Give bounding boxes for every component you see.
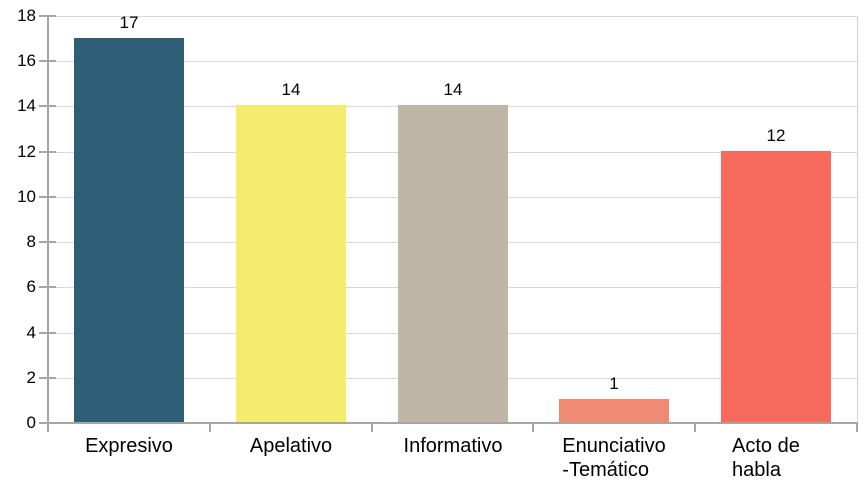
bar-value-label: 17 bbox=[119, 13, 139, 32]
category-label: Acto de habla bbox=[732, 435, 800, 481]
plot-right-border bbox=[857, 16, 858, 423]
gridline bbox=[48, 16, 857, 17]
y-tick-label: 8 bbox=[26, 232, 36, 251]
y-tick-label: 6 bbox=[26, 277, 36, 296]
bar-expresivo bbox=[74, 38, 184, 422]
y-tick-label: 18 bbox=[17, 6, 36, 25]
bar-enunciativo--temático bbox=[559, 399, 669, 422]
bar-acto-de-habla bbox=[721, 151, 831, 422]
x-axis-tick bbox=[371, 423, 373, 432]
y-axis-tick bbox=[39, 241, 56, 243]
bar-value-label: 12 bbox=[766, 126, 786, 145]
gridline bbox=[48, 61, 857, 62]
y-axis-tick bbox=[39, 105, 56, 107]
bar-informativo bbox=[398, 105, 508, 422]
y-tick-label: 10 bbox=[17, 187, 36, 206]
y-axis-tick bbox=[39, 196, 56, 198]
x-axis-tick bbox=[856, 423, 858, 432]
y-axis-tick bbox=[39, 15, 56, 17]
category-label: Apelativo bbox=[249, 435, 333, 457]
y-axis-tick bbox=[39, 332, 56, 334]
x-axis-tick bbox=[47, 423, 49, 432]
x-axis-line bbox=[47, 422, 858, 424]
y-axis-tick bbox=[39, 377, 56, 379]
y-tick-label: 2 bbox=[26, 368, 36, 387]
bar-apelativo bbox=[236, 105, 346, 422]
y-axis-tick bbox=[39, 60, 56, 62]
y-axis-tick bbox=[39, 286, 56, 288]
x-axis-tick bbox=[209, 423, 211, 432]
y-tick-label: 12 bbox=[17, 142, 36, 161]
y-axis-line bbox=[47, 16, 49, 424]
y-tick-label: 0 bbox=[26, 413, 36, 432]
bar-value-label: 14 bbox=[443, 80, 463, 99]
x-axis-tick bbox=[532, 423, 534, 432]
category-label: Informativo bbox=[403, 435, 503, 457]
category-label: Enunciativo -Temático bbox=[562, 435, 666, 481]
y-tick-label: 4 bbox=[26, 323, 36, 342]
x-axis-tick bbox=[694, 423, 696, 432]
y-axis-tick bbox=[39, 151, 56, 153]
bar-value-label: 14 bbox=[281, 80, 301, 99]
bar-value-label: 1 bbox=[609, 374, 619, 393]
category-label: Expresivo bbox=[85, 435, 173, 457]
y-tick-label: 16 bbox=[17, 51, 36, 70]
y-tick-label: 14 bbox=[17, 96, 36, 115]
